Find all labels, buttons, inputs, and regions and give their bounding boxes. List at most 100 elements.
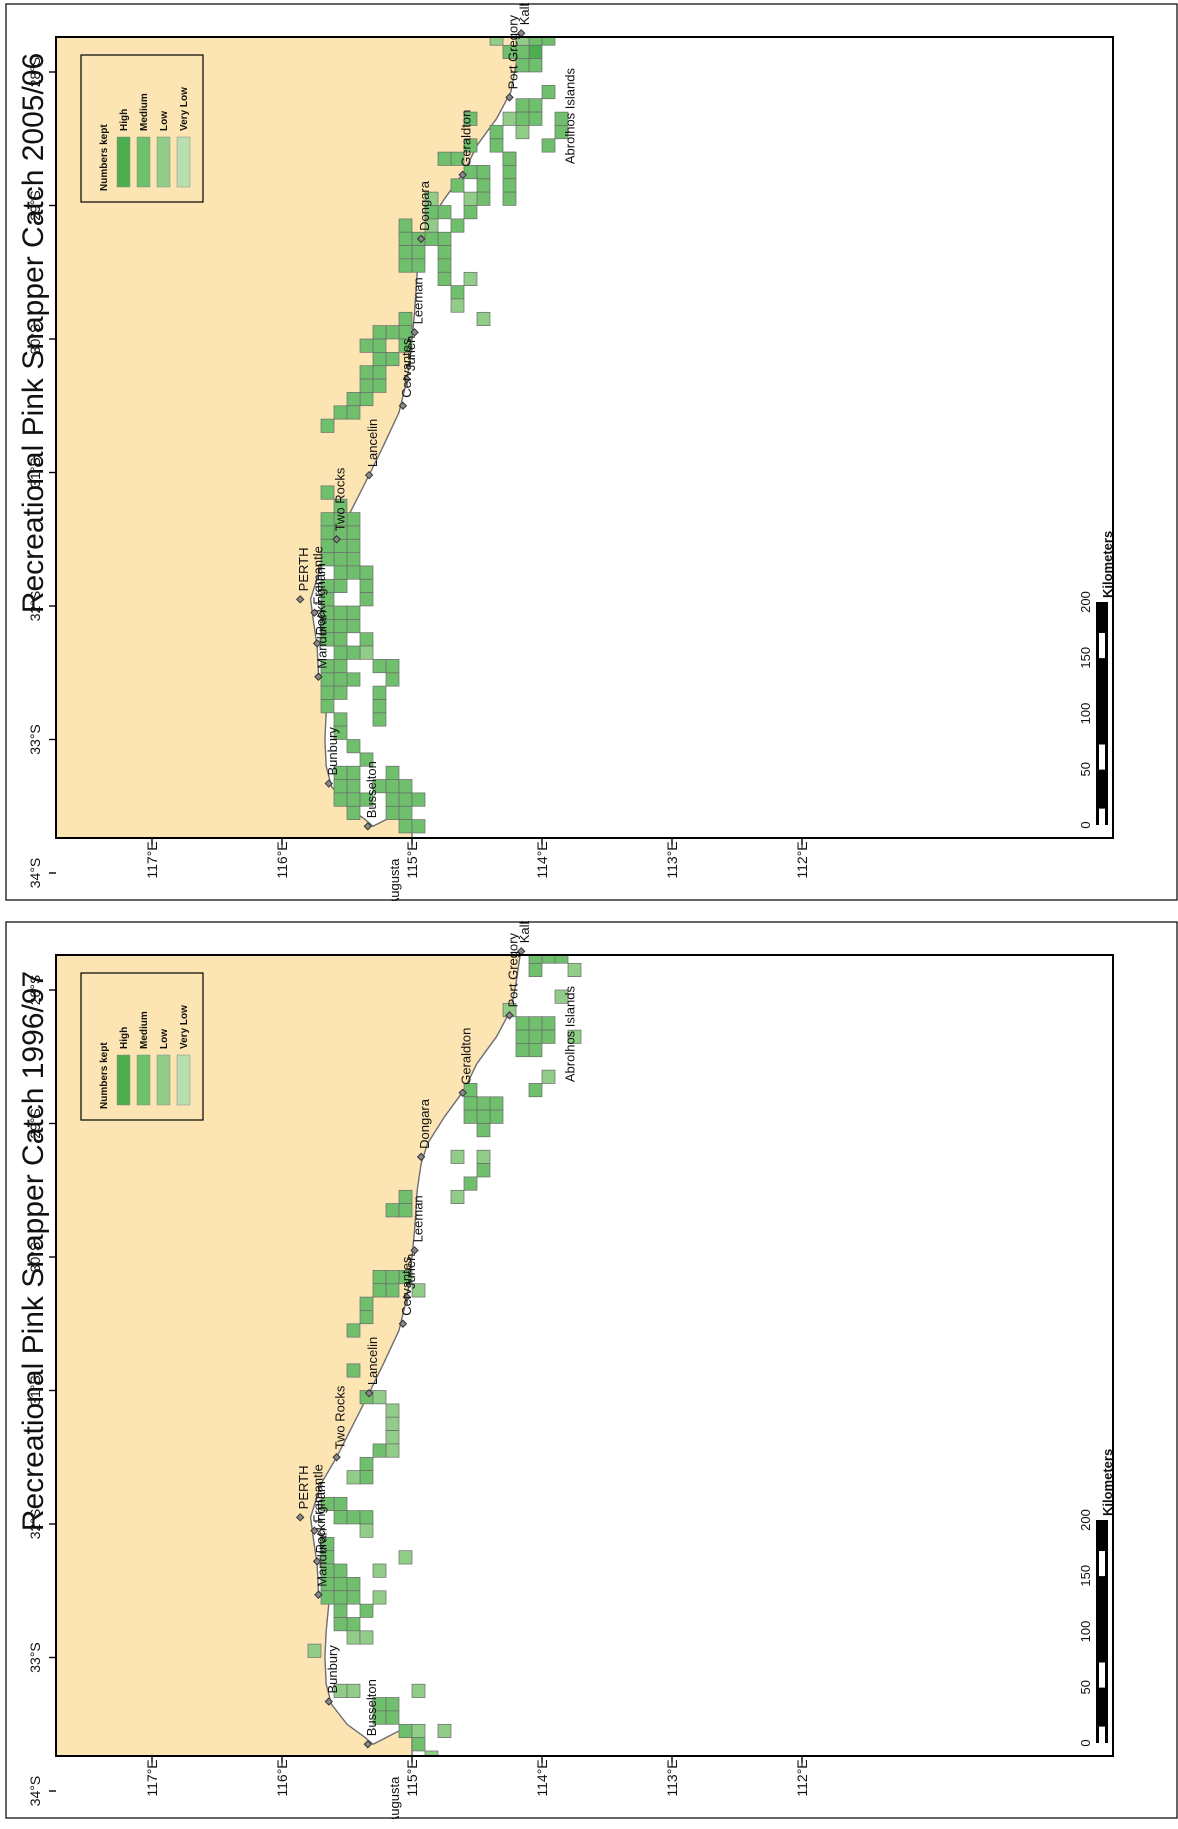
catch-cell: [425, 846, 438, 859]
scale-label: 200: [1078, 1509, 1093, 1531]
catch-cell: [463, 1109, 478, 1124]
catch-cell: [359, 1510, 374, 1525]
town-marker: [398, 1319, 408, 1328]
catch-cell: [359, 338, 374, 353]
catch-cell: [346, 1683, 361, 1698]
catch-cell: [320, 699, 335, 714]
catch-cell: [346, 619, 361, 634]
catch-cell: [346, 792, 361, 807]
catch-cell: [359, 1456, 374, 1471]
catch-cell: [346, 1577, 361, 1592]
scale-label: 50: [1078, 762, 1093, 776]
lat-tick-label: 32°S: [27, 1509, 43, 1540]
town-marker: [410, 328, 419, 337]
catch-cell: [346, 552, 361, 567]
catch-cell: [412, 886, 425, 899]
catch-cell: [333, 672, 348, 687]
catch-cell: [412, 1804, 425, 1817]
catch-cell: [346, 1470, 361, 1485]
place-label: Leeman: [411, 1195, 426, 1242]
town-marker: [363, 822, 373, 831]
lat-tick-label: 34°S: [27, 1776, 43, 1807]
scale-bar-gap: [1099, 633, 1105, 659]
catch-cell: [346, 1323, 361, 1338]
catch-cell: [398, 1550, 413, 1565]
catch-cell: [346, 765, 361, 780]
catch-cell: [333, 792, 348, 807]
catch-cell: [425, 860, 438, 873]
map-panel-2005-06: KalbarriPort Gregory Geraldton Dongara Leem…: [5, 3, 1178, 901]
lon-tick-label: 115°E: [404, 1759, 420, 1796]
catch-cell: [463, 1096, 478, 1111]
scale-bar-gap: [1099, 744, 1105, 770]
catch-cell: [398, 258, 413, 273]
catch-cell: [346, 1590, 361, 1605]
town-marker: [312, 1557, 322, 1566]
catch-cell: [463, 271, 478, 286]
catch-cell: [411, 1283, 426, 1298]
catch-cell: [385, 672, 400, 687]
catch-cell: [359, 392, 374, 407]
place-label: Kalbarri: [517, 3, 532, 25]
catch-cell: [502, 178, 517, 193]
catch-cell: [333, 712, 348, 727]
legend: Numbers kept High Medium Low Very Low: [80, 54, 204, 203]
legend-title: Numbers kept: [99, 124, 110, 191]
catch-cell: [476, 1163, 491, 1178]
scale-unit: Kilometers: [1100, 531, 1115, 598]
catch-cell: [515, 125, 530, 140]
map-svg: KalbarriPort Gregory Geraldton Dongara Leem…: [5, 921, 1178, 1819]
scale-label: 50: [1078, 1680, 1093, 1694]
catch-cell: [554, 955, 569, 964]
legend: Numbers kept High Medium Low Very Low: [80, 972, 204, 1121]
place-label: Busselton: [364, 761, 379, 818]
legend-swatch: [156, 136, 171, 188]
catch-cell: [385, 1203, 400, 1218]
catch-cell: [359, 752, 374, 767]
catch-cell: [425, 873, 438, 886]
place-label: Dongara: [417, 180, 432, 231]
place-label: Two Rocks: [333, 467, 348, 531]
town-marker: [324, 1697, 334, 1706]
map-panel-1996-97: KalbarriPort Gregory Geraldton Dongara Leem…: [5, 921, 1178, 1819]
catch-cell: [333, 1603, 348, 1618]
catch-cell: [372, 1590, 387, 1605]
catch-cell: [372, 1283, 387, 1298]
legend-swatch: [116, 136, 131, 188]
catch-cell: [372, 338, 387, 353]
scale-label: 0: [1078, 1739, 1093, 1746]
catch-cell: [515, 58, 530, 73]
catch-cell: [346, 1617, 361, 1632]
catch-cell: [398, 311, 413, 326]
scale-bar-gap: [1099, 1726, 1105, 1752]
lat-tick-label: 30°S: [27, 324, 43, 355]
legend-label: Very Low: [179, 1005, 190, 1049]
catch-cell: [489, 37, 504, 46]
catch-cell: [476, 311, 491, 326]
town-marker: [416, 234, 426, 244]
catch-cell: [372, 378, 387, 393]
catch-cell: [489, 1096, 504, 1111]
map-title: Recreational Pink Snapper Catch 1996/97: [17, 971, 50, 1531]
catch-cell: [424, 231, 439, 246]
catch-cell: [463, 1176, 478, 1191]
town-marker: [416, 1152, 426, 1162]
lat-tick-label: 33°S: [27, 724, 43, 755]
place-label: Jurien: [403, 1254, 418, 1289]
catch-cell: [489, 138, 504, 153]
catch-cell: [359, 578, 374, 593]
place-label: Rockingham: [313, 563, 328, 635]
place-label: Port Gregory: [506, 932, 521, 1007]
map-title: Recreational Pink Snapper Catch 2005/06: [17, 53, 50, 613]
catch-cell: [411, 258, 426, 273]
catch-cell: [385, 779, 400, 794]
catch-cell: [359, 1630, 374, 1645]
legend-label: High: [119, 109, 130, 131]
catch-cell: [528, 1029, 543, 1044]
catch-cell: [398, 792, 413, 807]
legend-swatch: [176, 136, 191, 188]
lat-tick-label: 29°S: [27, 1108, 43, 1139]
catch-cell: [333, 645, 348, 660]
catch-cell: [528, 44, 543, 59]
catch-cell: [502, 44, 517, 59]
